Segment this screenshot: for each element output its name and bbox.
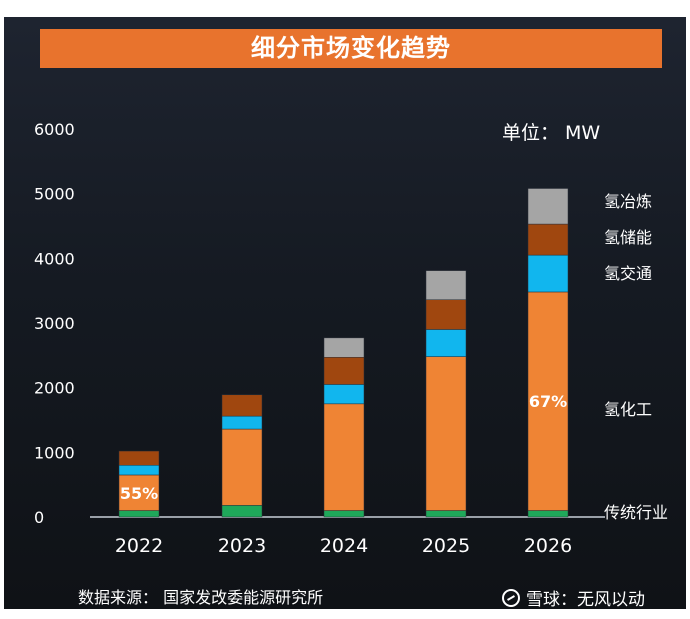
percentage-annotations: 55% 67% (120, 392, 567, 503)
legend-label-storage: 氢储能 (604, 228, 652, 247)
y-tick-label: 1000 (34, 443, 75, 462)
y-tick-label: 5000 (34, 185, 75, 204)
bar-segment-traditional-2026 (527, 510, 569, 518)
bar-segment-chemical-2025 (425, 356, 467, 511)
x-tick-label: 2026 (524, 535, 572, 557)
bar-segment-transport-2023 (221, 415, 263, 430)
bar-segment-traditional-2022 (118, 510, 160, 518)
bar-segment-storage-2026 (527, 223, 569, 256)
bars (118, 188, 569, 518)
bar-segment-transport-2022 (118, 465, 160, 476)
x-tick-label: 2022 (115, 535, 163, 557)
percentage-label: 55% (120, 484, 158, 503)
legend-label-chemical: 氢化工 (604, 400, 652, 419)
data-source-note: 数据来源： 国家发改委能源研究所 (78, 588, 324, 607)
bar-segment-storage-2022 (118, 450, 160, 466)
x-tick-label: 2025 (422, 535, 470, 557)
y-tick-label: 3000 (34, 314, 75, 333)
bar-segment-metallurgy-2025 (425, 270, 467, 300)
x-tick-label: 2023 (218, 535, 266, 557)
bar-segment-storage-2024 (323, 357, 365, 385)
unit-label: 单位： MW (502, 122, 600, 144)
legend-label-metallurgy: 氢冶炼 (604, 192, 652, 211)
percentage-label: 67% (529, 392, 567, 411)
bar-segment-chemical-2023 (221, 428, 263, 506)
snowball-logo-icon (502, 588, 520, 607)
x-axis: 2022 2023 2024 2025 2026 (115, 535, 572, 557)
bar-segment-metallurgy-2024 (323, 337, 365, 358)
title-banner: 细分市场变化趋势 (40, 29, 662, 68)
bar-segment-transport-2025 (425, 329, 467, 357)
bar-segment-metallurgy-2026 (527, 188, 569, 225)
x-tick-label: 2024 (320, 535, 368, 557)
y-tick-label: 4000 (34, 249, 75, 268)
bar-segment-traditional-2024 (323, 510, 365, 518)
y-axis: 0 1000 2000 3000 4000 5000 6000 (34, 120, 75, 527)
legend-label-traditional: 传统行业 (604, 503, 668, 522)
watermark-text: 雪球：无风以动 (526, 590, 645, 610)
legend-label-transport: 氢交通 (604, 264, 652, 283)
bar-segment-chemical-2026 (527, 291, 569, 511)
legend: 传统行业 氢化工 氢交通 氢储能 氢冶炼 (604, 192, 668, 522)
bar-segment-transport-2024 (323, 384, 365, 405)
watermark: 雪球：无风以动 (502, 585, 645, 610)
chart-title: 细分市场变化趋势 (251, 34, 451, 62)
y-tick-label: 6000 (34, 120, 75, 139)
bar-segment-transport-2026 (527, 254, 569, 293)
bar-segment-storage-2025 (425, 299, 467, 330)
bar-segment-traditional-2023 (221, 505, 263, 518)
y-tick-label: 2000 (34, 379, 75, 398)
bar-segment-traditional-2025 (425, 510, 467, 518)
y-tick-label: 0 (34, 508, 44, 527)
bar-segment-chemical-2024 (323, 403, 365, 511)
bar-segment-storage-2023 (221, 394, 263, 417)
